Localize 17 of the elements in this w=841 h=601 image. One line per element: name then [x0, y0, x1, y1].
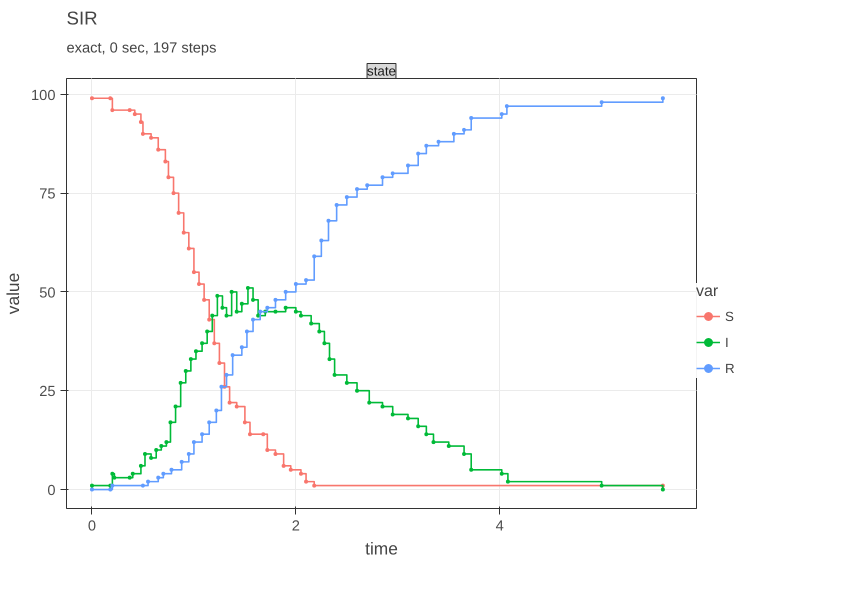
chart-subtitle: exact, 0 sec, 197 steps [66, 40, 216, 56]
x-tick-label: 4 [496, 518, 504, 534]
y-tick-label: 50 [39, 285, 56, 302]
y-axis-title: value [3, 272, 24, 314]
y-tick-label: 25 [39, 384, 56, 400]
y-tick-label: 0 [47, 483, 56, 500]
chart-title: SIR [66, 8, 98, 28]
y-tick-label: 100 [31, 88, 56, 104]
x-tick-label: 0 [88, 518, 96, 534]
x-axis-title: time [365, 538, 398, 558]
y-tick-label: 75 [39, 186, 56, 203]
x-tick-label: 2 [292, 518, 300, 534]
text: state [367, 64, 396, 78]
legend-label: S [725, 308, 735, 324]
legend-label: R [725, 360, 736, 376]
legend-title: var [696, 283, 720, 301]
legend-label: I [725, 334, 730, 350]
